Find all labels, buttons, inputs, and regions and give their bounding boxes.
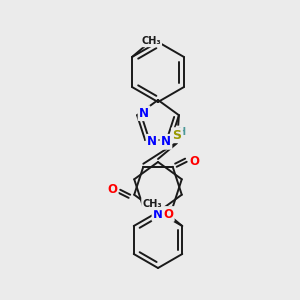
Text: O: O [190,155,200,168]
Text: N: N [139,107,149,120]
Text: N: N [153,208,163,220]
Text: O: O [163,208,173,220]
Text: N: N [161,135,171,148]
Text: CH₃: CH₃ [141,36,161,46]
Text: N: N [147,135,157,148]
Text: S: S [172,129,182,142]
Text: CH₃: CH₃ [142,199,162,209]
Text: O: O [107,183,117,196]
Text: H: H [177,127,185,137]
